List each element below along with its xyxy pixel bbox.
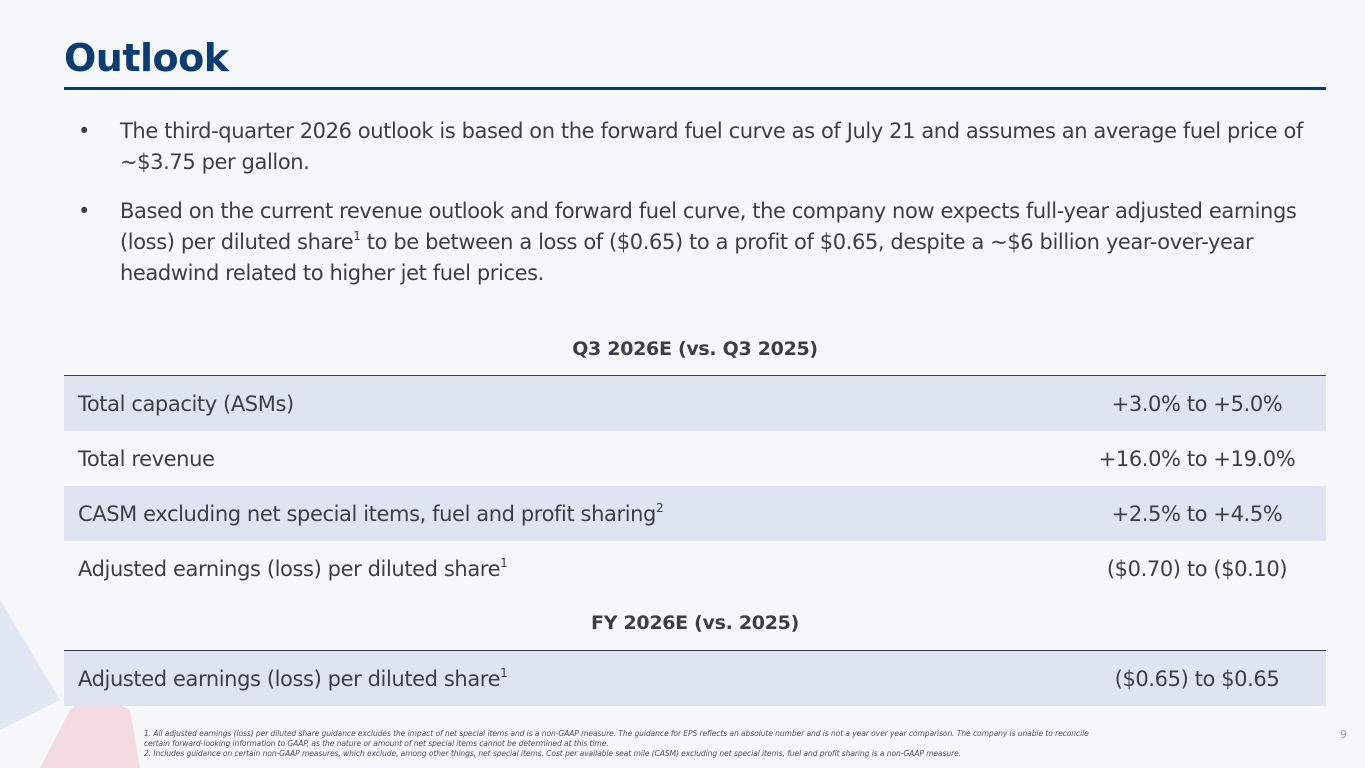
bullet-text: Based on the current revenue outlook and… — [120, 199, 1297, 254]
row-label-text: Total revenue — [78, 446, 215, 471]
page-number: 9 — [1340, 728, 1347, 741]
bullet-item: • The third-quarter 2026 outlook is base… — [64, 116, 1314, 178]
bullet-text: The third-quarter 2026 outlook is based … — [120, 119, 1303, 174]
table-row: Adjusted earnings (loss) per diluted sha… — [64, 541, 1326, 596]
row-label: Adjusted earnings (loss) per diluted sha… — [78, 665, 508, 691]
bullet-list: • The third-quarter 2026 outlook is base… — [64, 116, 1314, 307]
bullet-text-continued: to be between a loss of ($0.65) to a pro… — [120, 230, 1254, 285]
footnote-ref: 1 — [353, 229, 361, 243]
row-value: ($0.65) to $0.65 — [1114, 666, 1280, 691]
page-title: Outlook — [64, 36, 229, 80]
fy-section-header: FY 2026E (vs. 2025) — [64, 596, 1326, 651]
row-label-text: Adjusted earnings (loss) per diluted sha… — [78, 556, 501, 581]
row-label-text: Adjusted earnings (loss) per diluted sha… — [78, 666, 501, 691]
footnote-1: 1. All adjusted earnings (loss) per dilu… — [144, 729, 1089, 738]
bullet-item: • Based on the current revenue outlook a… — [64, 196, 1314, 289]
row-label: Total capacity (ASMs) — [78, 392, 294, 416]
title-divider — [64, 87, 1326, 90]
row-label: Total revenue — [78, 447, 215, 471]
table-row: Total revenue +16.0% to +19.0% — [64, 431, 1326, 486]
row-value: +16.0% to +19.0% — [1098, 446, 1296, 471]
row-label-text: Total capacity (ASMs) — [78, 391, 294, 416]
row-label-text: CASM excluding net special items, fuel a… — [78, 501, 656, 526]
table-row: Total capacity (ASMs) +3.0% to +5.0% — [64, 376, 1326, 431]
row-value: +2.5% to +4.5% — [1111, 501, 1283, 526]
footnote-ref: 1 — [500, 555, 508, 570]
footnote-ref: 2 — [656, 500, 664, 515]
row-label: CASM excluding net special items, fuel a… — [78, 500, 664, 526]
footnote-ref: 1 — [500, 665, 508, 680]
footnote-1-continued: certain forward-looking information to G… — [144, 739, 609, 748]
row-value: ($0.70) to ($0.10) — [1106, 556, 1288, 581]
q3-section-header: Q3 2026E (vs. Q3 2025) — [64, 323, 1326, 376]
outlook-table: Q3 2026E (vs. Q3 2025) Total capacity (A… — [64, 323, 1326, 706]
footnote-2: 2. Includes guidance on certain non-GAAP… — [144, 749, 962, 758]
row-label: Adjusted earnings (loss) per diluted sha… — [78, 555, 508, 581]
table-row: CASM excluding net special items, fuel a… — [64, 486, 1326, 541]
bullet-glyph: • — [78, 199, 90, 223]
footnotes: 1. All adjusted earnings (loss) per dilu… — [144, 729, 1264, 759]
bullet-glyph: • — [78, 119, 90, 143]
table-row: Adjusted earnings (loss) per diluted sha… — [64, 651, 1326, 706]
row-value: +3.0% to +5.0% — [1111, 391, 1283, 416]
